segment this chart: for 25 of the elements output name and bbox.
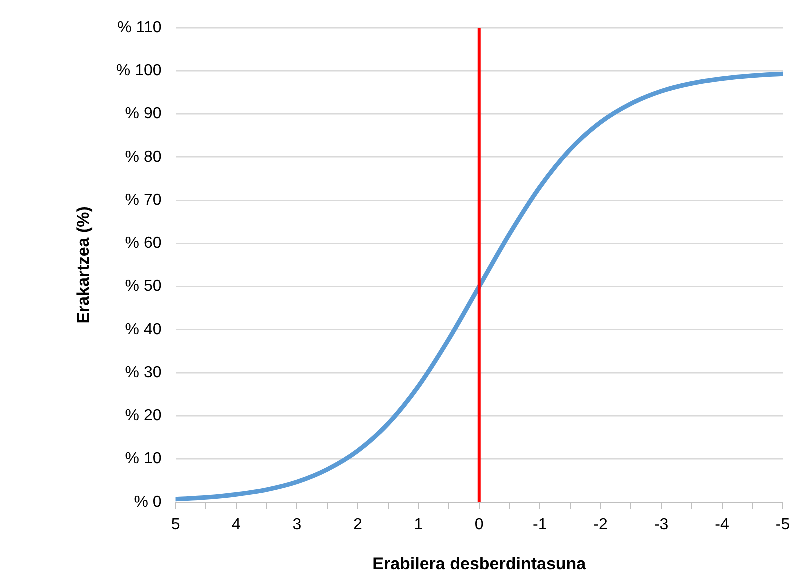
x-tick-label: 2 (353, 516, 362, 534)
x-tick-label: -3 (654, 516, 669, 534)
y-tick-label: % 0 (134, 494, 162, 511)
x-tick-label: -5 (776, 516, 790, 534)
y-axis-title: Erakartzea (%) (74, 206, 93, 324)
y-tick-label: % 40 (125, 321, 162, 338)
y-tick-label: % 80 (125, 148, 162, 166)
y-tick-label: % 70 (125, 192, 162, 209)
x-tick-label: -2 (594, 516, 608, 534)
x-tick-label: 4 (232, 516, 242, 534)
y-tick-label: % 60 (125, 235, 162, 252)
x-tick-label: 0 (474, 516, 484, 534)
x-tick-label: -1 (532, 516, 548, 534)
y-tick-label: % 10 (125, 450, 162, 468)
y-tick-label: % 50 (125, 278, 162, 296)
x-tick-label: 3 (292, 516, 302, 534)
x-tick-label: 5 (171, 516, 180, 534)
x-tick-label: 1 (414, 516, 424, 534)
y-tick-label: % 110 (118, 19, 162, 36)
x-tick-label: -4 (715, 516, 730, 534)
y-tick-label: % 100 (116, 62, 162, 80)
x-axis-title: Erabilera desberdintasuna (372, 554, 587, 574)
y-tick-label: % 20 (125, 408, 162, 425)
y-tick-label: % 90 (125, 106, 162, 123)
y-tick-label: % 30 (125, 364, 162, 382)
